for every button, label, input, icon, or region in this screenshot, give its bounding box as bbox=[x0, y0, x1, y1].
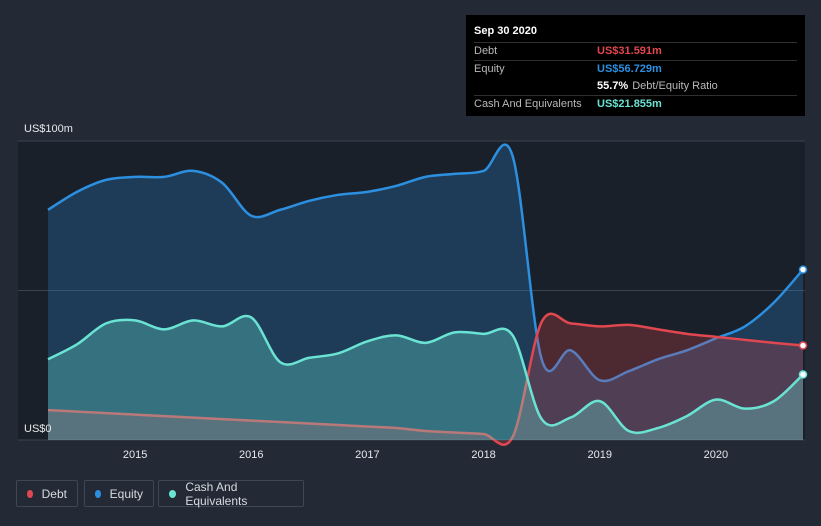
legend-equity-label: Equity bbox=[109, 486, 143, 501]
legend-cash-label: Cash And Equivalents bbox=[185, 479, 248, 508]
grid-lines bbox=[18, 140, 805, 441]
tooltip-cash-label: Cash And Equivalents bbox=[474, 98, 582, 110]
series-layer bbox=[47, 143, 808, 446]
equity-area bbox=[48, 144, 803, 440]
legend-item-equity[interactable]: Equity bbox=[84, 480, 154, 507]
tooltip-cash-row: Cash And Equivalents US$21.855m bbox=[474, 95, 797, 113]
tooltip-equity-value: US$56.729m bbox=[597, 63, 662, 75]
x-tick-label: 2019 bbox=[587, 449, 611, 461]
cash-area bbox=[48, 315, 803, 440]
tooltip-panel: Sep 30 2020 Debt US$31.591m Equity US$56… bbox=[466, 15, 805, 116]
legend-item-debt[interactable]: Debt bbox=[16, 480, 78, 507]
y-axis-bottom-label: US$0 bbox=[24, 423, 52, 435]
x-tick-label: 2020 bbox=[704, 449, 728, 461]
equity-end-marker bbox=[798, 265, 808, 274]
tooltip-ratio-value: 55.7% bbox=[597, 80, 629, 92]
cash-end-marker bbox=[798, 370, 808, 379]
x-tick-label: 2016 bbox=[239, 449, 263, 461]
tooltip-ratio-label: Debt/Equity Ratio bbox=[632, 80, 718, 92]
tooltip-equity-row: Equity US$56.729m bbox=[474, 60, 797, 78]
x-tick-label: 2018 bbox=[471, 449, 495, 461]
debt-area bbox=[48, 313, 803, 445]
legend-item-cash[interactable]: Cash And Equivalents bbox=[158, 479, 304, 508]
x-tick-label: 2015 bbox=[123, 449, 147, 461]
dot-icon bbox=[95, 489, 101, 498]
y-axis-top-label: US$100m bbox=[24, 123, 73, 135]
axis-labels: US$100m US$0 2015 2016 2017 2018 2019 2020 bbox=[24, 123, 728, 461]
debt-end-marker bbox=[798, 341, 808, 350]
tooltip-debt-label: Debt bbox=[474, 45, 498, 57]
dot-icon bbox=[169, 489, 177, 498]
tooltip-date: Sep 30 2020 bbox=[474, 25, 537, 37]
tooltip-debt-row: Debt US$31.591m bbox=[474, 42, 797, 60]
debt-line bbox=[47, 312, 804, 446]
equity-line bbox=[47, 143, 804, 383]
tooltip-debt-value: US$31.591m bbox=[597, 45, 662, 57]
x-tick-label: 2017 bbox=[355, 449, 379, 461]
tooltip-ratio-row: 55.7% Debt/Equity Ratio bbox=[474, 78, 797, 95]
legend-debt-label: Debt bbox=[41, 486, 67, 501]
dot-icon bbox=[27, 489, 33, 498]
tooltip-cash-value: US$21.855m bbox=[597, 98, 662, 110]
tooltip-equity-label: Equity bbox=[474, 63, 505, 75]
cash-line bbox=[47, 314, 804, 435]
